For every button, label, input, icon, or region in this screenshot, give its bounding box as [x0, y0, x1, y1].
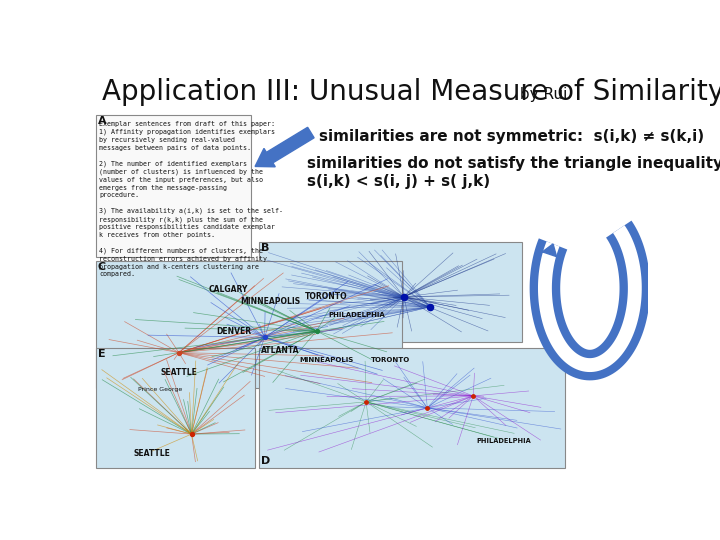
FancyBboxPatch shape [259, 348, 565, 468]
Text: DENVER: DENVER [217, 327, 251, 335]
Text: PHILADELPHIA: PHILADELPHIA [477, 438, 531, 444]
Point [360, 397, 372, 406]
Point [173, 348, 184, 357]
Text: A: A [98, 116, 107, 126]
Point [421, 403, 433, 412]
Text: CALGARY: CALGARY [208, 285, 248, 294]
FancyBboxPatch shape [96, 115, 251, 257]
Text: by Rui: by Rui [515, 87, 567, 103]
Text: Application III: Unusual Measure of Similarity: Application III: Unusual Measure of Simi… [102, 78, 720, 106]
Point [425, 302, 436, 311]
Point [258, 333, 270, 342]
FancyBboxPatch shape [96, 348, 255, 468]
Text: TORONTO: TORONTO [305, 292, 347, 301]
Text: ATLANTA: ATLANTA [261, 346, 299, 355]
FancyBboxPatch shape [96, 261, 402, 388]
Point [311, 327, 323, 335]
FancyBboxPatch shape [259, 242, 523, 342]
Text: MINNEAPOLIS: MINNEAPOLIS [300, 357, 354, 363]
Point [186, 430, 197, 438]
Text: s(i,k) < s(i, j) + s( j,k): s(i,k) < s(i, j) + s( j,k) [307, 174, 490, 190]
Text: Prince George: Prince George [138, 387, 182, 393]
Text: PHILADELPHIA: PHILADELPHIA [328, 312, 384, 318]
Text: E: E [98, 349, 105, 359]
Text: TORONTO: TORONTO [371, 357, 410, 363]
Point [467, 392, 479, 400]
FancyArrow shape [536, 244, 559, 264]
Text: C: C [98, 262, 106, 272]
Text: Exemplar sentences from draft of this paper:
1) Affinity propagation identifies : Exemplar sentences from draft of this pa… [99, 121, 283, 277]
Text: similarities do not satisfy the triangle inequality:: similarities do not satisfy the triangle… [307, 156, 720, 171]
Text: similarities are not symmetric:  s(i,k) ≠ s(k,i): similarities are not symmetric: s(i,k) ≠… [319, 129, 703, 144]
FancyArrow shape [255, 127, 314, 167]
Text: SEATTLE: SEATTLE [133, 449, 170, 458]
Text: B: B [261, 242, 269, 253]
Text: MINNEAPOLIS: MINNEAPOLIS [240, 298, 301, 306]
Text: SEATTLE: SEATTLE [161, 368, 197, 377]
Point [398, 293, 410, 301]
Text: D: D [261, 456, 270, 466]
